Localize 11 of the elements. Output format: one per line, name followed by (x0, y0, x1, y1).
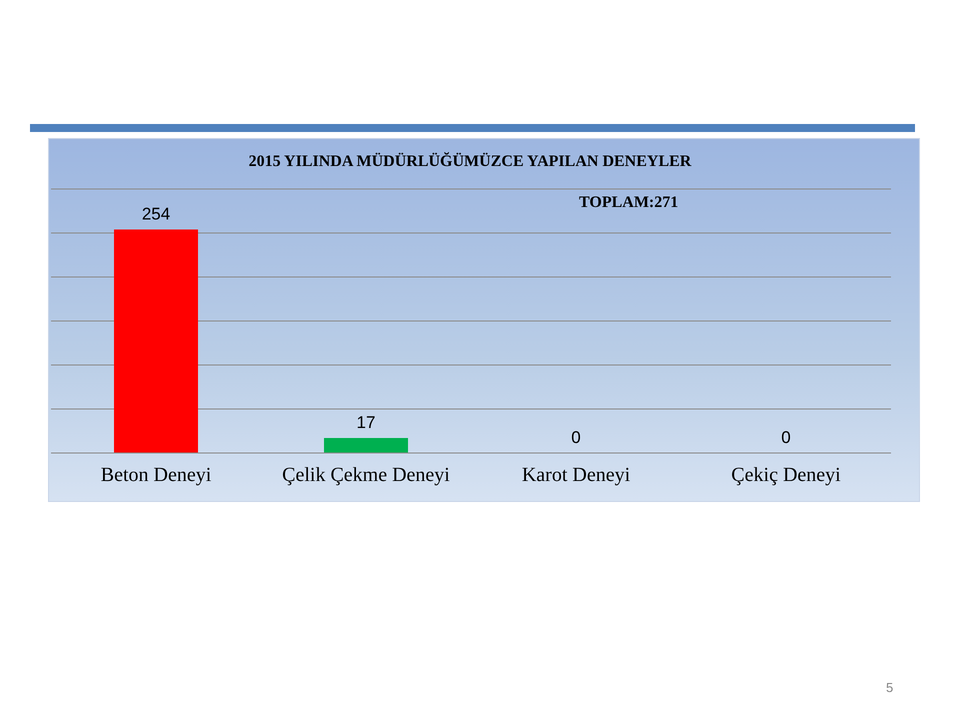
text: 5 (886, 680, 894, 695)
data-label: 17 (356, 413, 376, 432)
x-tick-label: Çekiç Deneyi (731, 464, 842, 486)
x-tick-label: Beton Deneyi (100, 464, 212, 486)
x-tick-label: Karot Deneyi (522, 464, 631, 486)
data-label: 0 (571, 428, 581, 447)
data-label: 254 (142, 204, 170, 224)
x-tick-label: Çelik Çekme Deneyi (282, 464, 450, 486)
annotation: TOPLAM:271 (579, 194, 678, 212)
data-label: 0 (781, 428, 791, 447)
chart-title: 2015 YILINDA MÜDÜRLÜĞÜMÜZCE YAPILAN DENEYLER (248, 153, 692, 171)
